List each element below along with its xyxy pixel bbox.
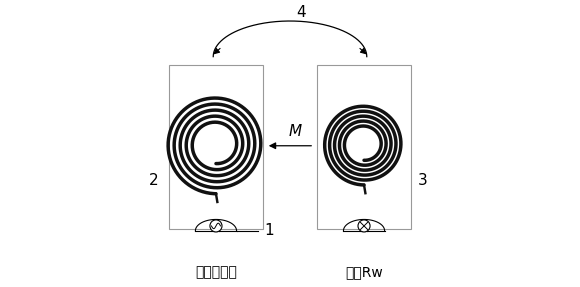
Bar — [169, 65, 263, 229]
Bar — [317, 65, 411, 229]
Text: 4: 4 — [296, 5, 306, 20]
Text: M: M — [289, 124, 302, 139]
Circle shape — [210, 220, 222, 232]
Text: 2: 2 — [148, 172, 158, 187]
Text: 3: 3 — [418, 172, 427, 187]
Text: 高频功率源: 高频功率源 — [195, 265, 237, 279]
Circle shape — [358, 220, 370, 232]
Text: 1: 1 — [264, 223, 274, 238]
Text: 负载Rw: 负载Rw — [345, 265, 383, 279]
